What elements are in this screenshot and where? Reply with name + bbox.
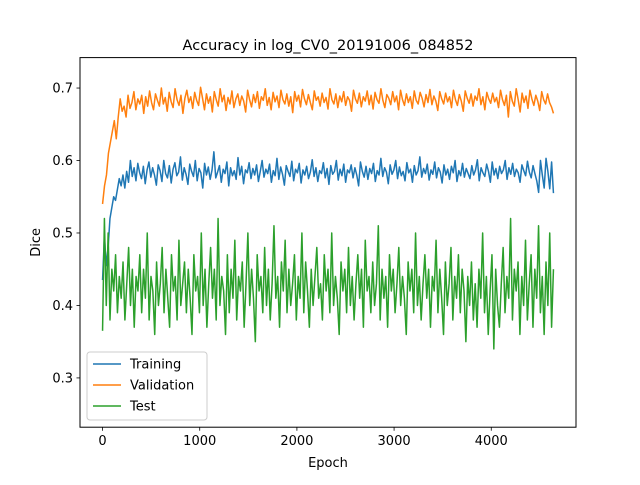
y-axis-label: Dice xyxy=(29,228,44,257)
plot-frame xyxy=(79,57,577,428)
legend-entries: Training Validation Test xyxy=(93,358,194,415)
x-tick-label: 2000 xyxy=(280,434,313,449)
y-tick-label: 0.5 xyxy=(52,226,73,241)
x-axis: 0 1000 2000 3000 4000 xyxy=(98,427,508,449)
y-tick-label: 0.3 xyxy=(52,371,73,386)
y-tick-label: 0.7 xyxy=(52,82,73,97)
x-tick-label: 4000 xyxy=(475,434,508,449)
series-line-test xyxy=(101,217,555,350)
x-tick-label: 1000 xyxy=(183,434,216,449)
legend-box xyxy=(86,351,208,421)
y-axis: 0.3 0.4 0.5 0.6 0.7 xyxy=(52,82,80,386)
series-layer xyxy=(101,86,555,350)
x-tick-label: 0 xyxy=(98,434,106,449)
y-tick-label: 0.4 xyxy=(52,299,73,314)
plot-area xyxy=(79,57,577,428)
chart-title: Accuracy in log_CV0_20191006_084852 xyxy=(183,38,474,54)
series-line-training xyxy=(101,151,555,281)
x-axis-label: Epoch xyxy=(308,456,348,471)
legend-label-training: Training xyxy=(129,358,181,373)
x-tick-label: 3000 xyxy=(378,434,411,449)
legend-label-test: Test xyxy=(129,400,156,415)
y-tick-label: 0.6 xyxy=(52,154,73,169)
series-line-validation xyxy=(101,86,555,205)
legend: Training Validation Test xyxy=(86,351,208,421)
legend-label-validation: Validation xyxy=(130,379,194,394)
